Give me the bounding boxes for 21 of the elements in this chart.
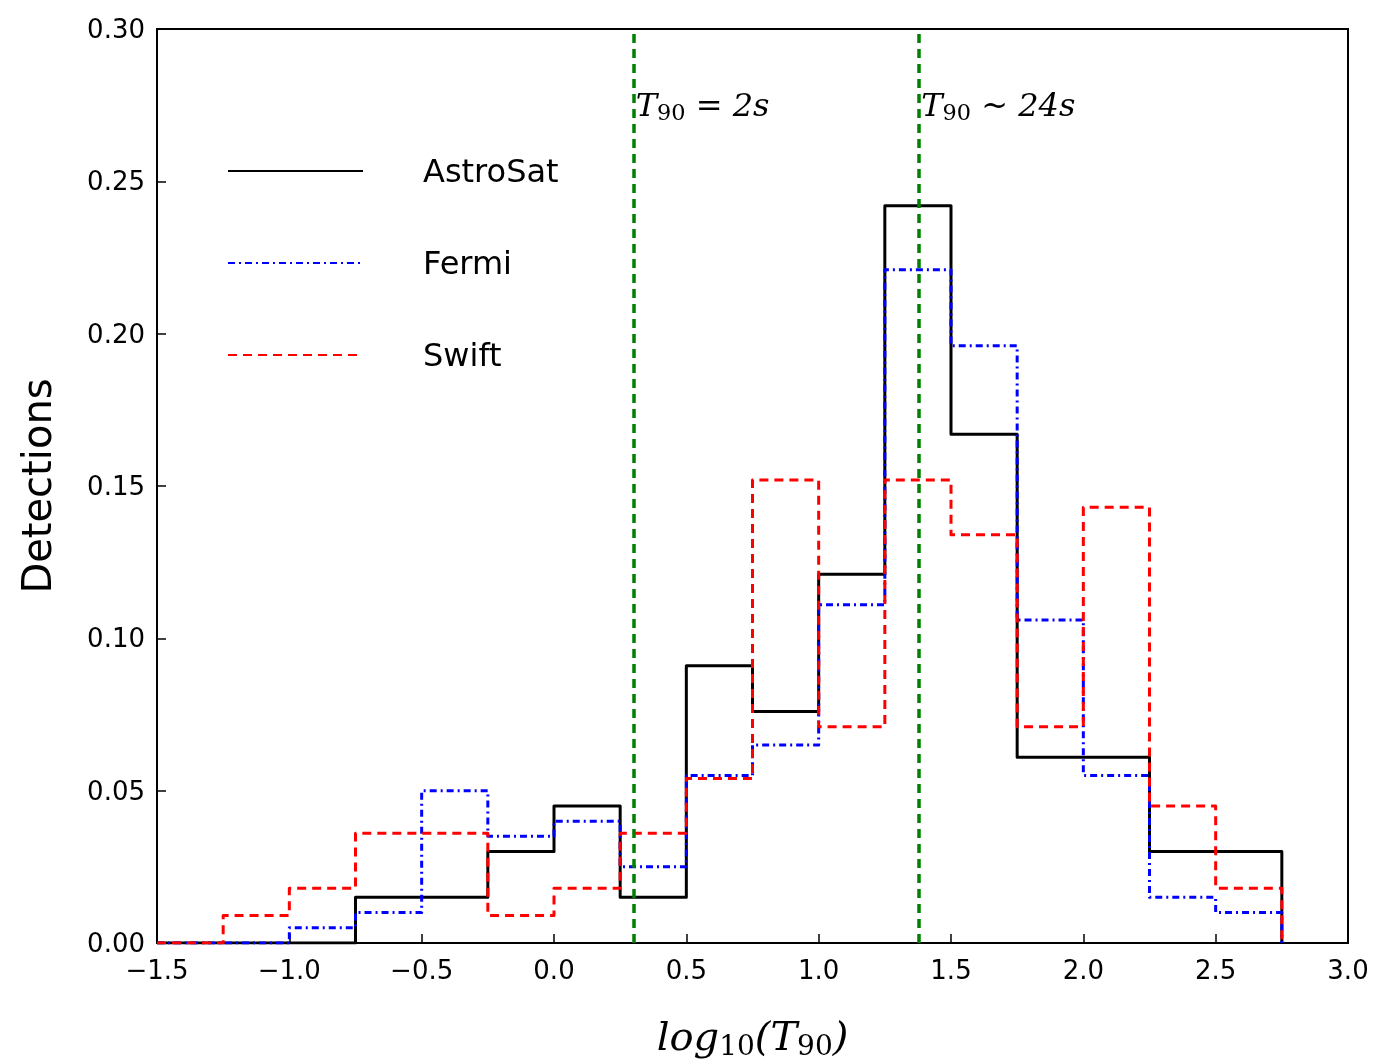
x-tick-label: 1.5 [930, 955, 972, 985]
x-tick-label: 0.0 [533, 955, 575, 985]
y-tick-label: 0.20 [87, 318, 145, 349]
y-tick-label: 0.15 [87, 471, 145, 501]
y-tick-label: 0.00 [87, 928, 145, 958]
x-tick-label: 0.5 [665, 955, 708, 985]
legend-label: AstroSat [423, 152, 559, 190]
x-tick-label: 3.0 [1327, 955, 1369, 985]
x-tick-label: 2.0 [1062, 955, 1105, 985]
x-tick-label: −0.5 [390, 955, 454, 985]
legend-label: Fermi [423, 244, 512, 282]
x-tick-label: −1.5 [125, 955, 189, 985]
legend-label: Swift [423, 336, 502, 374]
y-tick-label: 0.30 [87, 14, 145, 44]
y-tick-label: 0.05 [87, 775, 145, 806]
x-tick-label: −1.0 [257, 955, 321, 985]
x-tick-label: 1.0 [797, 955, 840, 985]
y-tick-label: 0.10 [87, 623, 145, 654]
x-tick-label: 2.5 [1194, 955, 1237, 985]
y-axis-title: Detections [14, 378, 60, 594]
y-tick-label: 0.25 [87, 166, 145, 197]
